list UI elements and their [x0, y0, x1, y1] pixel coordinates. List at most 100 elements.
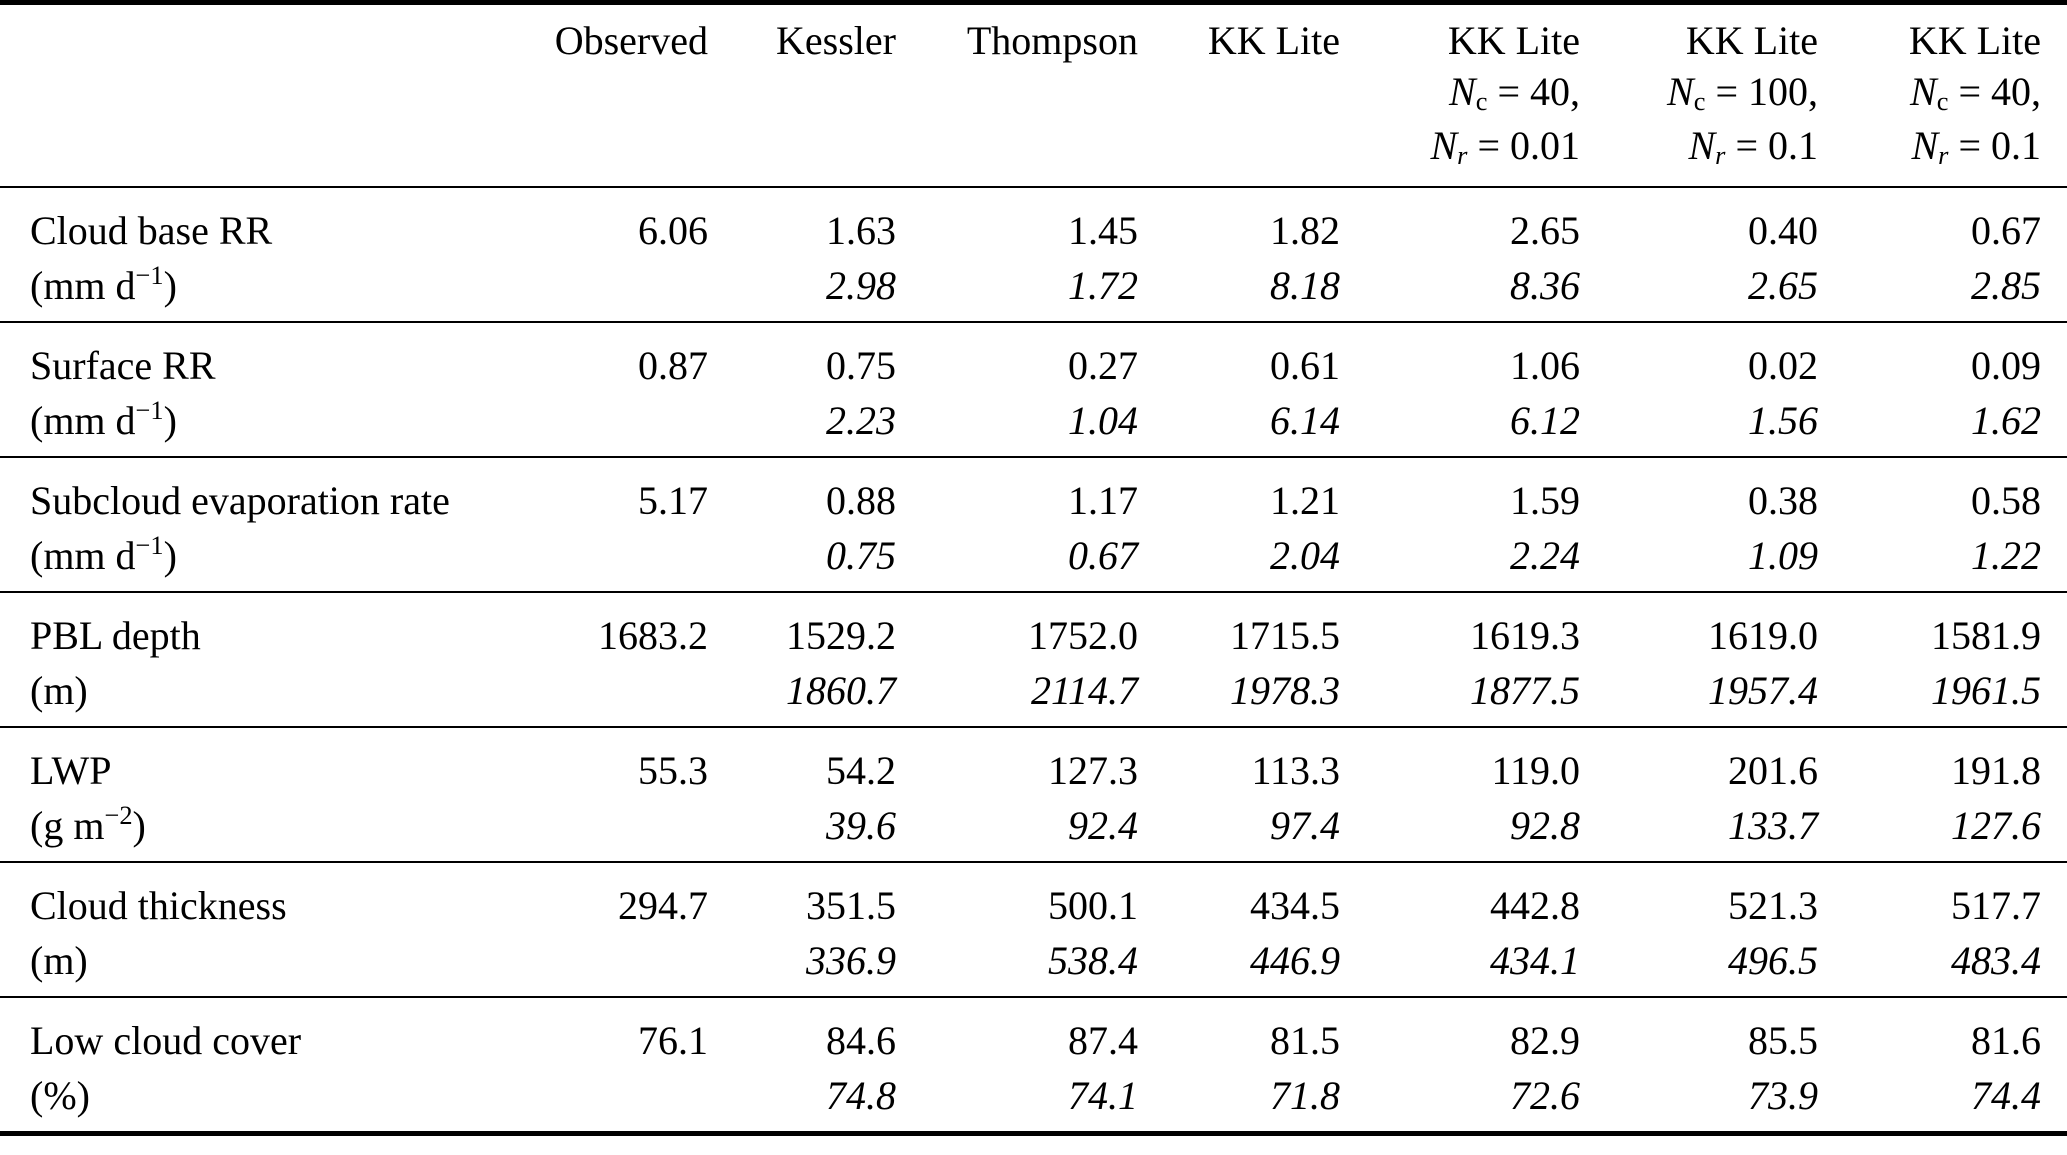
cell-value: 113.3 [1251, 748, 1340, 793]
header-row: Observed Kessler Thompson KK Lite KK Lit… [0, 2, 2067, 188]
cell-secondary: 2.23 [826, 398, 896, 443]
cell-value: 0.58 [1971, 478, 2041, 523]
cell-secondary: 6.14 [1270, 398, 1340, 443]
cell-value: 434.5 [1250, 883, 1340, 928]
cell-value: 0.87 [638, 343, 708, 388]
row-label: Cloud base RR [30, 208, 273, 253]
row-label: LWP [30, 748, 112, 793]
cell-value: 0.09 [1971, 343, 2041, 388]
cell-secondary: 0.75 [826, 533, 896, 578]
cell-value: 1.63 [826, 208, 896, 253]
cell-secondary: 1961.5 [1931, 668, 2041, 713]
cell-value: 1619.3 [1470, 613, 1580, 658]
cell-value: 119.0 [1491, 748, 1580, 793]
column-header-empty [0, 2, 480, 188]
row-unit: (g m−2) [30, 800, 146, 848]
cell-value: 0.75 [826, 343, 896, 388]
cell-value: 1529.2 [786, 613, 896, 658]
row-label: Cloud thickness [30, 883, 287, 928]
cell-secondary: 1.56 [1748, 398, 1818, 443]
cell-value: 1.59 [1510, 478, 1580, 523]
header-param-nc: Nc = 40, [1449, 69, 1580, 116]
cell-secondary: 8.18 [1270, 263, 1340, 308]
cell-secondary: 6.12 [1510, 398, 1580, 443]
cell-value: 1.45 [1068, 208, 1138, 253]
cell-value: 442.8 [1490, 883, 1580, 928]
header-param-nc: Nc = 40, [1910, 69, 2041, 116]
cell-value: 54.2 [826, 748, 896, 793]
cell-secondary: 538.4 [1048, 938, 1138, 983]
cell-value: 85.5 [1748, 1018, 1818, 1063]
cell-value: 6.06 [638, 208, 708, 253]
column-header-kklite-nc100-nr01: KK Lite Nc = 100, Nr = 0.1 [1580, 2, 1818, 188]
cell-value: 76.1 [638, 1018, 708, 1063]
cell-value: 1752.0 [1028, 613, 1138, 658]
cell-value: 1683.2 [598, 613, 708, 658]
header-param-nr: Nr = 0.01 [1430, 123, 1580, 170]
cell-secondary: 97.4 [1270, 803, 1340, 848]
cell-value: 55.3 [638, 748, 708, 793]
cell-value: 521.3 [1728, 883, 1818, 928]
cell-value: 0.61 [1270, 343, 1340, 388]
cell-value: 1.17 [1068, 478, 1138, 523]
table-row-cloud-base-rr: Cloud base RR (mm d−1) 6.06 1.63 2.98 1.4… [0, 187, 2067, 323]
column-header-kklite: KK Lite [1138, 2, 1340, 188]
cell-secondary: 2.24 [1510, 533, 1580, 578]
column-header-observed: Observed [480, 2, 708, 188]
cell-value: 201.6 [1728, 748, 1818, 793]
cell-secondary: 434.1 [1490, 938, 1580, 983]
cell-secondary: 2.85 [1971, 263, 2041, 308]
table-header: Observed Kessler Thompson KK Lite KK Lit… [0, 2, 2067, 188]
row-label: Subcloud evaporation rate [30, 478, 450, 523]
cell-secondary: 74.1 [1068, 1073, 1138, 1118]
cell-secondary: 1957.4 [1708, 668, 1818, 713]
cell-value: 1715.5 [1230, 613, 1340, 658]
row-unit: (mm d−1) [30, 260, 177, 308]
cell-secondary: 483.4 [1951, 938, 2041, 983]
cell-value: 0.38 [1748, 478, 1818, 523]
cell-secondary: 39.6 [826, 803, 896, 848]
cell-secondary: 133.7 [1728, 803, 1818, 848]
cell-secondary: 8.36 [1510, 263, 1580, 308]
table-row-low-cloud-cover: Low cloud cover (%) 76.1 84.6 74.8 87.4 74… [0, 997, 2067, 1134]
column-header-kklite-nc40-nr001: KK Lite Nc = 40, Nr = 0.01 [1340, 2, 1580, 188]
row-unit: (%) [30, 1073, 90, 1118]
row-label: Surface RR [30, 343, 216, 388]
table-row-pbl-depth: PBL depth (m) 1683.2 1529.2 1860.7 1752.0… [0, 592, 2067, 728]
cell-value: 82.9 [1510, 1018, 1580, 1063]
cell-value: 1.06 [1510, 343, 1580, 388]
table-row-cloud-thickness: Cloud thickness (m) 294.7 351.5 336.9 500… [0, 862, 2067, 998]
cell-secondary: 72.6 [1510, 1073, 1580, 1118]
cell-secondary: 74.4 [1971, 1073, 2041, 1118]
cell-value: 191.8 [1951, 748, 2041, 793]
cell-secondary: 2.65 [1748, 263, 1818, 308]
row-unit: (mm d−1) [30, 395, 177, 443]
cell-value: 1581.9 [1931, 613, 2041, 658]
column-header-kessler: Kessler [708, 2, 896, 188]
cell-value: 1.21 [1270, 478, 1340, 523]
cell-secondary: 127.6 [1951, 803, 2041, 848]
cell-secondary: 2.04 [1270, 533, 1340, 578]
row-label: PBL depth [30, 613, 201, 658]
cell-value: 5.17 [638, 478, 708, 523]
table-body: Cloud base RR (mm d−1) 6.06 1.63 2.98 1.4… [0, 187, 2067, 1134]
cell-secondary: 73.9 [1748, 1073, 1818, 1118]
cell-value: 81.5 [1270, 1018, 1340, 1063]
cell-value: 0.27 [1068, 343, 1138, 388]
cell-value: 0.67 [1971, 208, 2041, 253]
cell-secondary: 446.9 [1250, 938, 1340, 983]
cell-value: 84.6 [826, 1018, 896, 1063]
table-row-lwp: LWP (g m−2) 55.3 54.2 39.6 127.3 92.4 113.… [0, 727, 2067, 863]
cell-secondary: 71.8 [1270, 1073, 1340, 1118]
cell-secondary: 1.62 [1971, 398, 2041, 443]
cell-secondary: 1978.3 [1230, 668, 1340, 713]
cell-value: 0.88 [826, 478, 896, 523]
cell-value: 517.7 [1951, 883, 2041, 928]
column-header-kklite-nc40-nr01: KK Lite Nc = 40, Nr = 0.1 [1818, 2, 2067, 188]
cell-secondary: 0.67 [1068, 533, 1138, 578]
row-unit: (m) [30, 668, 88, 713]
cell-value: 81.6 [1971, 1018, 2041, 1063]
row-unit: (m) [30, 938, 88, 983]
cell-value: 0.40 [1748, 208, 1818, 253]
